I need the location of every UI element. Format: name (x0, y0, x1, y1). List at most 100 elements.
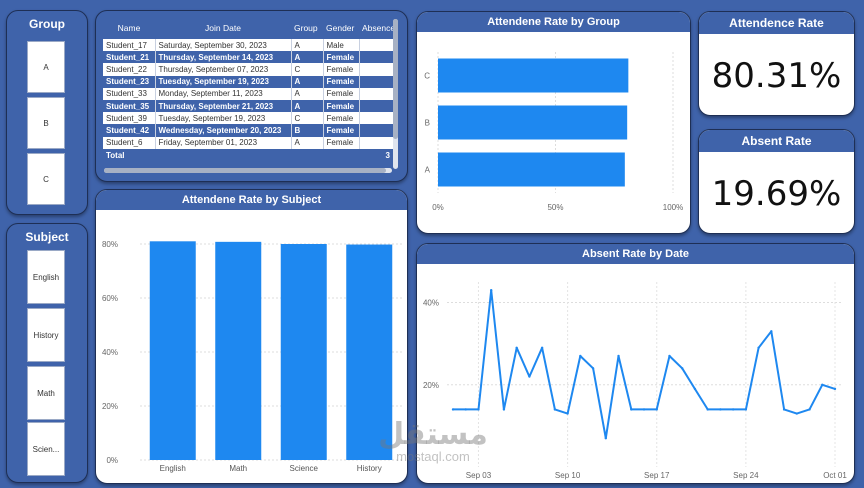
x-tick-label: English (160, 464, 186, 473)
bar-subject-science (280, 244, 327, 460)
table-row[interactable]: Student_35 Thursday, September 21, 2023 A F… (103, 99, 394, 113)
cell-gender: Female (323, 124, 360, 137)
bar-group-a (438, 152, 625, 187)
y-tick-label: 20% (423, 381, 439, 390)
data-point (795, 412, 798, 415)
col-header-group[interactable]: Group (294, 23, 318, 33)
data-point (719, 408, 722, 411)
student-table-panel: Name Join Date Group Gender Absence Stud… (95, 10, 408, 182)
data-point (451, 408, 455, 411)
cell-join-date: Wednesday, September 20, 2023 (155, 124, 292, 137)
table-header-row: Name Join Date Group Gender Absence (103, 17, 393, 39)
bar-subject-history (346, 244, 393, 460)
cell-join-date: Tuesday, September 19, 2023 (155, 112, 292, 125)
cell-name: Student_42 (103, 124, 156, 137)
cell-name: Student_22 (103, 63, 156, 76)
col-header-name[interactable]: Name (117, 23, 141, 33)
table-row[interactable]: Student_23 Tuesday, September 19, 2023 A Fe… (103, 75, 394, 88)
horizontal-scrollbar[interactable] (104, 168, 392, 173)
vertical-scroll-thumb[interactable] (393, 19, 398, 139)
subject-item-history[interactable]: History (27, 308, 65, 362)
data-point (617, 354, 620, 358)
cell-join-date: Thursday, September 14, 2023 (155, 51, 292, 64)
cell-gender: Female (323, 87, 360, 100)
data-point (655, 408, 658, 411)
subject-chart-title: Attendene Rate by Subject (96, 190, 407, 210)
cell-absence (359, 87, 394, 100)
table-row[interactable]: Student_33 Monday, September 11, 2023 A Fem… (103, 87, 394, 100)
data-point (706, 408, 709, 411)
group-item-a[interactable]: A (27, 41, 65, 93)
cell-group: A (291, 99, 324, 113)
col-header-gender[interactable]: Gender (326, 23, 355, 33)
bar-subject-math (215, 241, 262, 460)
cell-name: Student_17 (103, 39, 156, 52)
table-row[interactable]: Student_22 Thursday, September 07, 2023 C F… (103, 63, 394, 76)
table-row[interactable]: Student_42 Wednesday, September 20, 2023 B… (103, 124, 394, 137)
subject-item-science[interactable]: Scien... (27, 422, 65, 476)
col-header-absence[interactable]: Absence (362, 23, 393, 33)
data-point (808, 408, 811, 411)
data-point (540, 346, 544, 349)
data-point (502, 408, 506, 411)
data-point (528, 375, 531, 378)
data-point (642, 408, 646, 411)
subject-item-english[interactable]: English (27, 250, 65, 304)
total-label: Total (103, 148, 155, 163)
cell-absence (359, 124, 394, 137)
cell-name: Student_21 (103, 51, 156, 64)
y-tick-label: 60% (102, 294, 118, 303)
cell-name: Student_6 (103, 136, 156, 149)
y-tick-label: 20% (102, 402, 118, 411)
data-point (744, 408, 748, 411)
group-slicer: Group A B C (6, 10, 88, 215)
cell-absence (359, 75, 394, 88)
cell-absence (359, 99, 394, 113)
x-tick-label: 100% (663, 203, 683, 212)
cell-group: A (291, 39, 324, 52)
horizontal-scroll-thumb[interactable] (104, 168, 386, 173)
cell-absence (359, 63, 394, 76)
subject-item-math[interactable]: Math (27, 366, 65, 420)
cell-absence (359, 136, 394, 149)
group-chart-title: Attendene Rate by Group (417, 12, 690, 32)
cell-gender: Female (323, 75, 360, 88)
group-item-b[interactable]: B (27, 97, 65, 149)
absent-kpi-title: Absent Rate (699, 130, 854, 152)
x-tick-label: Sep 24 (733, 471, 759, 480)
cell-join-date: Monday, September 11, 2023 (155, 87, 292, 100)
data-point (693, 387, 697, 391)
cell-group: A (291, 75, 324, 88)
attendance-kpi-title: Attendence Rate (699, 12, 854, 34)
cell-name: Student_23 (103, 75, 156, 88)
cell-gender: Female (323, 63, 360, 76)
col-header-join-date[interactable]: Join Date (205, 23, 241, 33)
table-row[interactable]: Student_39 Tuesday, September 19, 2023 C Fe… (103, 112, 394, 125)
table-row[interactable]: Student_21 Thursday, September 14, 2023 A F… (103, 51, 394, 64)
table-row[interactable]: Student_17 Saturday, September 30, 2023 A M… (103, 39, 394, 52)
bar-group-c (438, 58, 629, 93)
data-point (630, 408, 633, 411)
cell-name: Student_39 (103, 112, 156, 125)
y-tick-label: 40% (423, 299, 439, 308)
data-point (579, 354, 582, 358)
vertical-scrollbar[interactable] (393, 19, 398, 169)
cell-group: A (291, 51, 324, 64)
data-point (553, 408, 557, 411)
cell-gender: Female (323, 51, 360, 64)
attendance-kpi-card: Attendence Rate 80.31% (698, 11, 855, 116)
absent-rate-line (453, 289, 836, 440)
cell-name: Student_35 (103, 99, 156, 113)
x-tick-label: Sep 10 (555, 471, 581, 480)
table-row[interactable]: Student_6 Friday, September 01, 2023 A Fema… (103, 136, 394, 149)
y-tick-label: A (425, 166, 431, 175)
subject-chart-panel: Attendene Rate by Subject 0% 20% 40% 60% 80%… (95, 189, 408, 484)
data-point (668, 354, 671, 358)
x-tick-label: Sep 17 (644, 471, 670, 480)
cell-join-date: Thursday, September 07, 2023 (155, 63, 292, 76)
group-item-c[interactable]: C (27, 153, 65, 205)
cell-group: B (291, 124, 324, 137)
data-point (833, 387, 837, 391)
data-point (566, 412, 569, 415)
cell-join-date: Tuesday, September 19, 2023 (155, 75, 292, 88)
